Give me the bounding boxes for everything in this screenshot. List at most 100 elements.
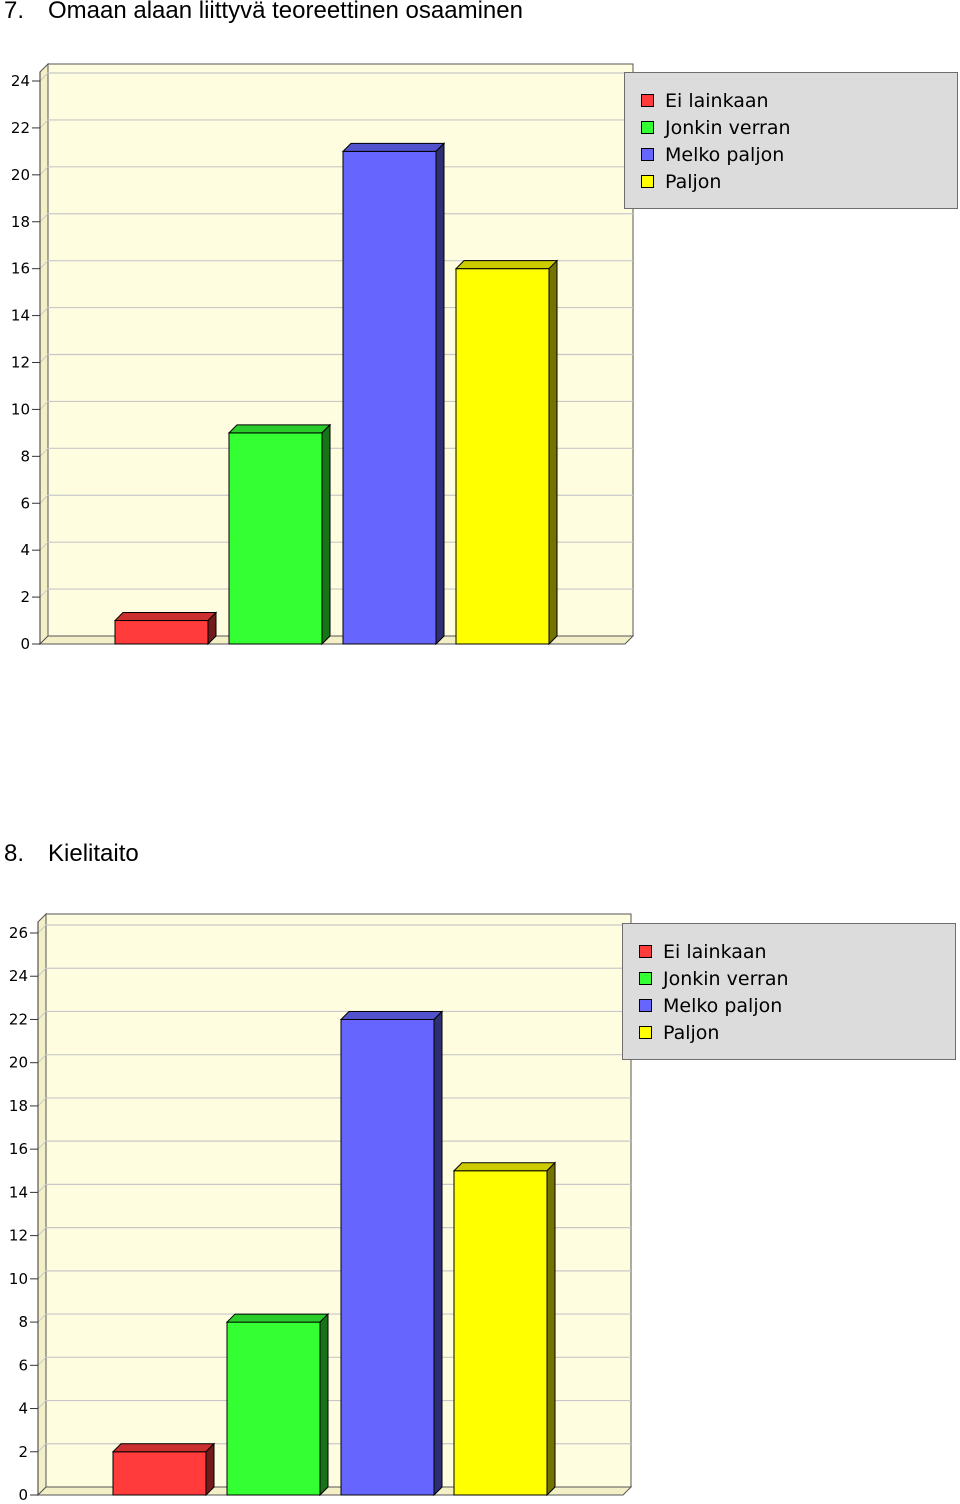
y-tick-label: 20 [11,166,30,184]
gridline-side [37,1356,47,1366]
chart-number: 8. [4,840,25,867]
gridline-side [37,967,47,977]
gridline-side [37,1227,47,1236]
gridline-side [39,213,49,223]
y-tick-label: 8 [18,1313,28,1331]
bar-top [111,1443,216,1453]
y-tick-label: 16 [9,1140,28,1158]
y-tick-label: 0 [20,635,30,653]
bar [341,142,446,646]
gridline-side [37,1054,47,1064]
gridline-side [39,494,49,504]
legend-label: Melko paljon [663,994,783,1017]
gridline-side [39,166,49,176]
legend-item: Jonkin verran [639,965,955,992]
y-tick-label: 16 [11,260,30,278]
gridline-side [37,1313,47,1323]
y-tick-label: 22 [11,119,30,137]
gridline-side [37,1097,47,1107]
y-tick-label: 12 [11,354,30,372]
chart-number: 7. [4,0,25,24]
y-tick-label: 14 [11,307,30,325]
bar [339,1010,444,1497]
chart-heading-1: 7. Omaan alaan liittyvä teoreettinen osaa… [4,0,523,25]
y-tick-label: 0 [18,1486,28,1504]
legend-swatch-yellow [639,1026,652,1039]
gridline-side [39,260,49,270]
y-tick-label: 24 [9,967,28,985]
bar-side [319,1312,329,1497]
gridline-side [37,1011,47,1020]
bar-front [342,150,437,645]
legend-swatch-blue [639,999,652,1012]
legend-label: Jonkin verran [665,116,791,139]
gridline-side [39,307,49,316]
y-tick-label: 22 [9,1010,28,1028]
bar [113,611,218,646]
y-tick-label: 18 [11,213,30,231]
gridline-side [37,1400,47,1409]
bar-side [321,423,331,646]
legend-swatch-blue [641,148,654,161]
legend-item: Melko paljon [639,992,955,1019]
legend-item: Ei lainkaan [641,87,957,114]
bar-front [453,1170,548,1496]
gridline-side [39,354,49,363]
bar-front [340,1018,435,1496]
legend-swatch-red [641,94,654,107]
gridline-side [39,541,49,551]
y-tick-label: 4 [20,541,30,559]
bar-side [205,1442,215,1497]
legend-label: Paljon [665,170,722,193]
bar-side [546,1161,556,1497]
bar-side [435,142,445,646]
bar-side [548,259,558,646]
legend-label: Jonkin verran [663,967,789,990]
bar-top [454,260,559,270]
legend-swatch-red [639,945,652,958]
legend-label: Ei lainkaan [665,89,769,112]
y-tick-label: 10 [11,400,30,418]
y-tick-label: 6 [20,494,30,512]
y-tick-label: 26 [9,924,28,942]
bar-top [113,612,218,622]
bar-side [207,611,217,646]
gridline-side [39,72,49,82]
chart-heading-2: 8. Kielitaito [4,840,139,868]
legend-item: Paljon [641,168,957,195]
bar-front [112,1451,207,1496]
plot-side-wall [39,62,49,646]
gridline-side [37,1140,47,1150]
legend-item: Jonkin verran [641,114,957,141]
bar [452,1161,557,1497]
gridline-side [39,119,49,129]
y-tick-label: 20 [9,1054,28,1072]
bar-top [341,142,446,152]
legend-swatch-green [639,972,652,985]
bar [227,423,332,646]
bar-front [228,432,323,645]
bar-front [455,268,550,645]
gridline-side [39,447,49,457]
gridline-side [39,588,49,598]
bar [454,259,559,646]
bar-top [452,1162,557,1172]
y-tick-label: 24 [11,72,30,90]
y-tick-label: 14 [9,1183,28,1201]
bar-front [226,1321,321,1496]
legend-label: Paljon [663,1021,720,1044]
legend-label: Ei lainkaan [663,940,767,963]
gridline-side [37,1443,47,1453]
gridline-side [39,401,49,410]
bar-top [339,1010,444,1020]
chart-title: Omaan alaan liittyvä teoreettinen osaami… [48,0,523,24]
bar-top [225,1313,330,1323]
legend-swatch-green [641,121,654,134]
gridline-side [37,924,47,934]
legend-item: Paljon [639,1019,955,1046]
gridline-side [37,1270,47,1280]
legend-1: Ei lainkaan Jonkin verran Melko paljon P… [624,72,958,209]
y-tick-label: 10 [9,1270,28,1288]
y-tick-label: 12 [9,1227,28,1245]
